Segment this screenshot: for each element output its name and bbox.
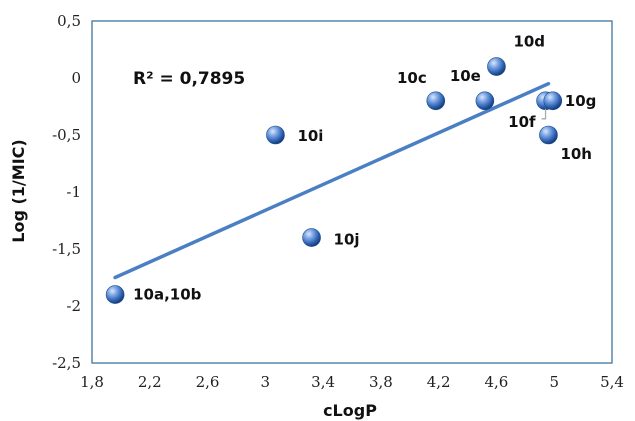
data-point <box>302 228 321 247</box>
data-point <box>543 91 563 111</box>
data-point <box>266 125 285 145</box>
data-point <box>475 91 495 111</box>
x-axis-ticks: 1,8 2,2 2,6 3 3,4 3,8 4,2 4,6 5 5,4 <box>80 373 624 391</box>
point-label: 10g <box>565 92 597 110</box>
point-label: 10e <box>450 67 481 85</box>
x-tick-label: 2,2 <box>138 373 162 391</box>
x-tick-label: 4,6 <box>485 373 509 391</box>
data-point <box>105 285 125 304</box>
data-point <box>426 91 446 111</box>
r-squared-annotation: R² = 0,7895 <box>133 69 245 89</box>
x-tick-label: 2,6 <box>196 373 220 391</box>
data-points: 10a,10b 10c 10d 10e 10f 10g 10h 10i 10j <box>105 33 597 304</box>
y-tick-label: -2,5 <box>52 354 81 372</box>
y-tick-label: -0,5 <box>52 126 81 144</box>
x-axis-title: cLogP <box>323 401 377 420</box>
point-label: 10f <box>508 113 536 131</box>
point-label: 10c <box>397 69 427 87</box>
x-tick-label: 3,4 <box>311 373 335 391</box>
point-label: 10a,10b <box>133 286 202 304</box>
x-tick-label: 5 <box>549 373 559 391</box>
data-point <box>539 125 558 145</box>
y-axis-ticks: 0,5 0 -0,5 -1 -1,5 -2 -2,5 <box>52 12 81 372</box>
point-label: 10j <box>334 231 360 249</box>
point-label: 10d <box>513 33 545 51</box>
x-tick-label: 4,2 <box>427 373 451 391</box>
y-tick-label: 0,5 <box>57 12 81 30</box>
data-point <box>487 57 506 76</box>
y-tick-label: -1 <box>66 183 81 201</box>
x-tick-label: 3,8 <box>369 373 393 391</box>
x-tick-label: 3 <box>261 373 271 391</box>
point-label: 10i <box>297 127 323 145</box>
y-axis-title: Log (1/MIC) <box>9 139 28 242</box>
y-tick-label: -2 <box>66 297 81 315</box>
trendline <box>113 81 551 280</box>
label-leader-line <box>541 108 547 120</box>
y-tick-label: 0 <box>71 69 81 87</box>
x-tick-label: 1,8 <box>80 373 104 391</box>
point-label: 10h <box>560 145 592 163</box>
x-tick-label: 5,4 <box>600 373 624 391</box>
plot-area <box>91 20 613 364</box>
y-tick-label: -1,5 <box>52 240 81 258</box>
